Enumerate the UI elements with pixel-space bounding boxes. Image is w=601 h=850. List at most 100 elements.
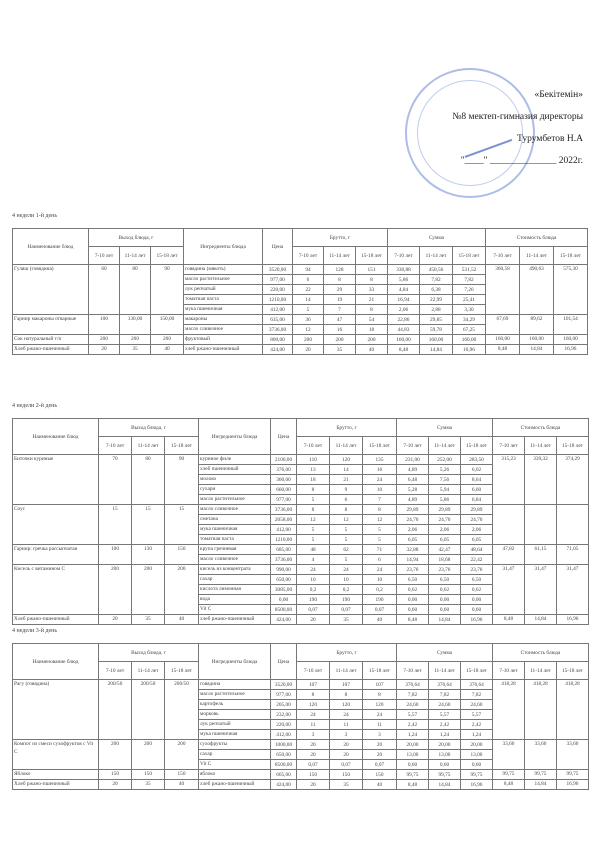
ingredient-price: 412,00 bbox=[270, 729, 297, 740]
ingredient-sum: 6,84 bbox=[460, 494, 493, 505]
ingredient-sum: 1,24 bbox=[396, 729, 429, 740]
menu-table-day-1: Наименование блюд Выход блюда, г Ингредиен… bbox=[12, 228, 588, 355]
ingredient-sum: 2,06 bbox=[460, 524, 493, 535]
day-title: 4 недели 2-й день bbox=[12, 403, 58, 409]
ingredient-sum: 59,78 bbox=[419, 324, 453, 335]
ingredient-sum: 7,82 bbox=[452, 274, 486, 285]
dish-cost: 8,48 bbox=[492, 614, 525, 625]
ingredient-brutto: 35 bbox=[329, 779, 363, 790]
ingredient-sum: 0,00 bbox=[428, 594, 461, 605]
ingredient-price: 424,00 bbox=[262, 344, 293, 355]
ingredient-brutto: 3 bbox=[362, 729, 397, 740]
ingredient-brutto: 0,2 bbox=[329, 584, 363, 595]
dish-yield: 40 bbox=[150, 344, 184, 355]
dish-cost: 14,84 bbox=[524, 614, 557, 625]
ingredient-brutto: 22 bbox=[292, 284, 324, 295]
header-age: 15-18 лет bbox=[460, 436, 493, 455]
dish-name: Хлеб ржано-пшеничный bbox=[12, 344, 89, 355]
dish-cost: 61,15 bbox=[524, 544, 557, 565]
ingredient-brutto: 107 bbox=[329, 679, 363, 690]
ingredient-name: говядина (мякоть) bbox=[183, 264, 263, 275]
ingredient-brutto: 48 bbox=[296, 544, 330, 555]
table-row: Гарнир: гречка рассыпчатая 100 130 150 крупа… bbox=[12, 544, 589, 565]
ingredient-brutto: 20 bbox=[362, 739, 397, 750]
header-age: 11-14 лет bbox=[524, 661, 557, 680]
ingredient-sum: 42,47 bbox=[428, 544, 461, 555]
ingredient-brutto: 47 bbox=[323, 314, 356, 325]
header-age: 11-14 лет bbox=[329, 661, 363, 680]
dish-name: Компот из смеси сухофруктов с Vit C bbox=[12, 739, 99, 770]
header-age: 15-18 лет bbox=[355, 246, 388, 265]
dish-cost: 360,58 bbox=[485, 264, 520, 315]
ingredient-brutto: 10 bbox=[362, 484, 397, 495]
ingredient-brutto: 8 bbox=[362, 504, 397, 515]
header-age: 15-18 лет bbox=[553, 246, 588, 265]
table-row: Хлеб ржано-пшеничный 20 35 40 хлеб ржано-пше… bbox=[12, 614, 589, 625]
ingredient-price: 3520,00 bbox=[270, 679, 297, 690]
ingredient-sum: 13,00 bbox=[428, 749, 461, 760]
dish-cost bbox=[524, 504, 557, 545]
ingredient-sum: 99,75 bbox=[428, 769, 461, 780]
ingredient-brutto: 20 bbox=[296, 749, 330, 760]
dish-name: Гуляш (говядина) bbox=[12, 264, 89, 315]
ingredient-sum: 24,60 bbox=[396, 699, 429, 710]
ingredient-sum: 44,83 bbox=[387, 324, 420, 335]
dish-cost: 14,84 bbox=[519, 344, 554, 355]
ingredient-sum: 450,56 bbox=[419, 264, 453, 275]
ingredient-sum: 22,86 bbox=[387, 314, 420, 325]
header-cost: Стоимость блюда bbox=[492, 418, 589, 437]
ingredient-brutto: 20 bbox=[329, 749, 363, 760]
ingredient-sum: 99,75 bbox=[460, 769, 493, 780]
ingredient-sum: 25,41 bbox=[452, 294, 486, 305]
ingredient-sum: 20,00 bbox=[396, 739, 429, 750]
header-yield: Выход блюда, г bbox=[98, 418, 199, 437]
ingredient-price: 650,00 bbox=[270, 574, 297, 585]
header-age: 15-18 лет bbox=[452, 246, 486, 265]
ingredient-brutto: 71 bbox=[362, 544, 397, 555]
ingredient-brutto: 4 bbox=[296, 554, 330, 565]
ingredient-sum: 0,00 bbox=[396, 594, 429, 605]
ingredient-brutto: 35 bbox=[323, 344, 356, 355]
ingredient-price: 1000,00 bbox=[270, 739, 297, 750]
ingredient-brutto: 35 bbox=[329, 614, 363, 625]
header-age: 7-10 лет bbox=[98, 436, 132, 455]
ingredient-sum: 14,84 bbox=[419, 344, 453, 355]
dish-yield: 150 bbox=[131, 769, 165, 780]
ingredient-sum: 5,28 bbox=[396, 484, 429, 495]
ingredient-price: 2058,00 bbox=[270, 514, 297, 525]
table-row: молоко 360,00 18 21 24 6,48 7,56 8,64 bbox=[13, 474, 589, 485]
ingredient-brutto: 150 bbox=[296, 769, 330, 780]
ingredient-brutto: 0,07 bbox=[329, 604, 363, 615]
ingredient-price: 3736,00 bbox=[262, 324, 293, 335]
header-age: 7-10 лет bbox=[396, 436, 429, 455]
header-age: 15-18 лет bbox=[460, 661, 493, 680]
ingredient-sum: 6,05 bbox=[428, 534, 461, 545]
ingredient-sum: 6,05 bbox=[396, 534, 429, 545]
header-age: 15-18 лет bbox=[362, 661, 397, 680]
ingredient-name: мука пшеничная bbox=[198, 524, 271, 535]
ingredient-brutto: 13 bbox=[296, 464, 330, 475]
ingredient-name: куриное филе bbox=[198, 454, 271, 465]
ingredient-brutto: 8 bbox=[329, 504, 363, 515]
ingredient-sum: 14,84 bbox=[428, 614, 461, 625]
header-dish-name: Наименование блюд bbox=[12, 643, 99, 680]
ingredient-brutto: 12 bbox=[362, 514, 397, 525]
ingredient-brutto: 5 bbox=[362, 524, 397, 535]
table-row: томатная паста 1210,00 14 19 21 16,94 22,99 25,… bbox=[13, 294, 588, 305]
ingredient-brutto: 6 bbox=[329, 494, 363, 505]
ingredient-brutto: 18 bbox=[296, 474, 330, 485]
dish-cost: 47,82 bbox=[492, 544, 525, 565]
ingredient-sum: 376,64 bbox=[460, 679, 493, 690]
header-age: 11-14 лет bbox=[419, 246, 453, 265]
ingredient-brutto: 20 bbox=[362, 749, 397, 760]
dish-cost bbox=[492, 504, 525, 545]
dish-cost: 31,47 bbox=[492, 564, 525, 615]
ingredient-brutto: 120 bbox=[329, 699, 363, 710]
ingredient-brutto: 5 bbox=[296, 534, 330, 545]
ingredient-sum: 5,26 bbox=[428, 464, 461, 475]
header-age: 15-18 лет bbox=[362, 436, 397, 455]
dish-yield: 130 bbox=[131, 544, 165, 565]
ingredient-price: 0,00 bbox=[270, 594, 297, 605]
dish-yield: 35 bbox=[131, 779, 165, 790]
ingredient-brutto: 24 bbox=[362, 564, 397, 575]
